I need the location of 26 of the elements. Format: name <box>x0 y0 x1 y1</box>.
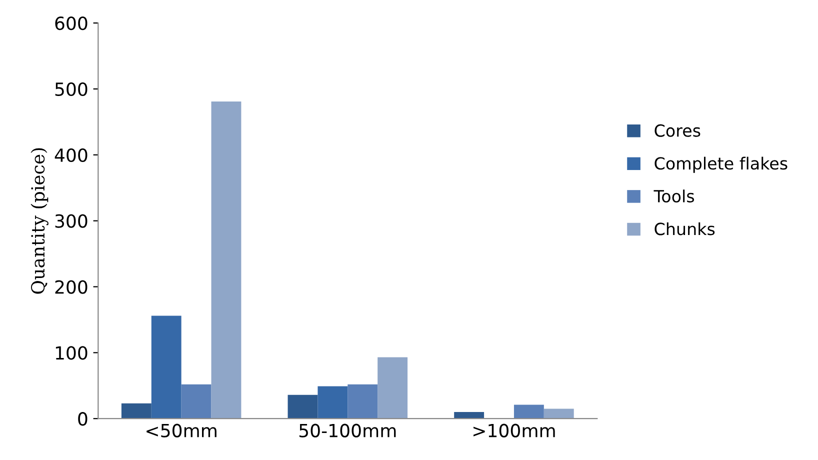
y-tick-label: 100 <box>56 346 88 360</box>
bar <box>318 386 348 419</box>
bar <box>181 384 212 419</box>
legend-label: Tools <box>654 190 694 202</box>
bar <box>348 384 378 419</box>
bar <box>288 394 318 419</box>
legend-label: Complete flakes <box>654 156 788 173</box>
bar <box>454 412 484 419</box>
y-axis-title: Quantity (piece) <box>30 148 48 294</box>
x-tick-label: 50-100mm <box>299 424 396 438</box>
x-tick-label: >100mm <box>474 424 555 438</box>
bar <box>211 101 242 419</box>
bar <box>151 316 182 419</box>
y-tick-label: 300 <box>55 214 88 228</box>
legend-label: Cores <box>654 124 700 137</box>
y-tick-label: 600 <box>55 16 88 30</box>
x-tick-label: <50mm <box>146 424 216 438</box>
bar <box>121 403 152 419</box>
bar <box>544 408 574 419</box>
y-tick-label: 200 <box>55 280 88 294</box>
y-tick-label: 500 <box>55 82 88 96</box>
bar <box>514 404 544 419</box>
bar <box>378 357 408 419</box>
legend-label: Chunks <box>654 222 715 236</box>
y-tick-label: 400 <box>54 148 88 162</box>
y-tick-label: 0 <box>78 412 88 426</box>
